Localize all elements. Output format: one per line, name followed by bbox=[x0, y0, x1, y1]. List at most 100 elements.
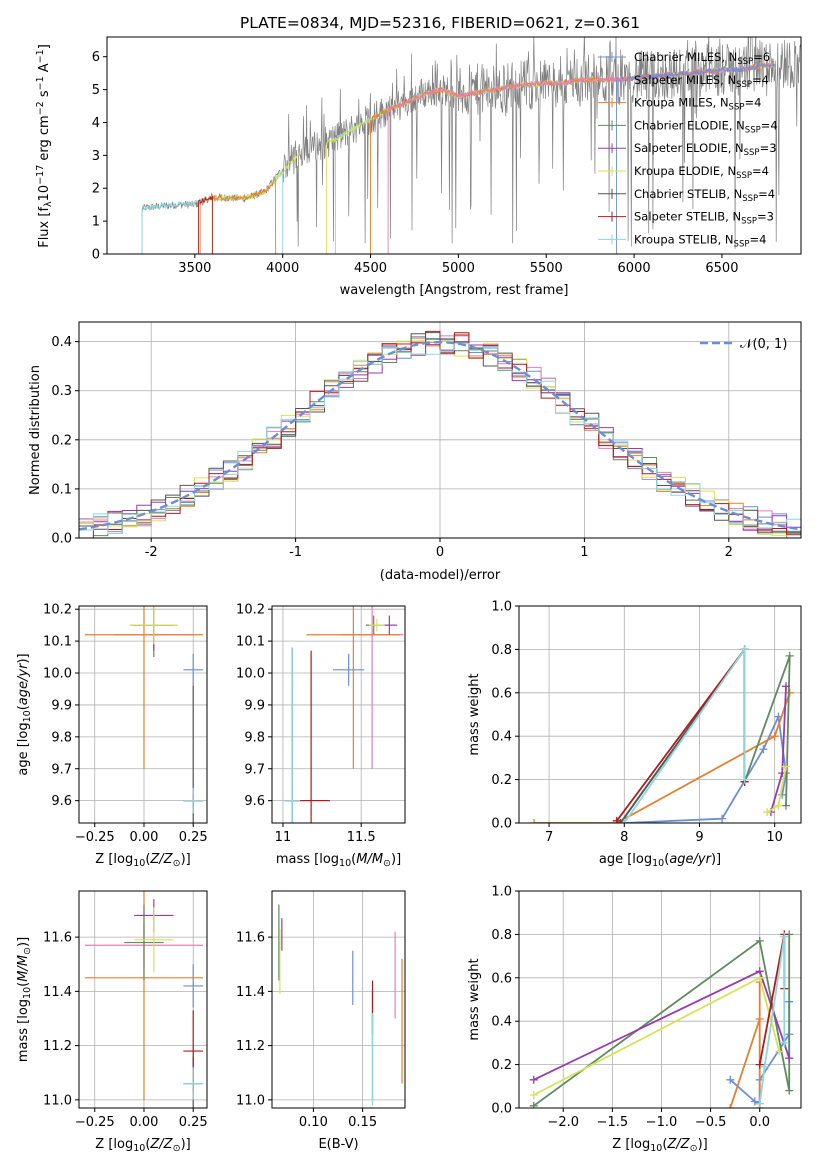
y-tick-label: 4 bbox=[92, 116, 100, 131]
model-spectrum-salpeter_stelib bbox=[197, 195, 213, 254]
x-axis-label: E(B-V) bbox=[318, 1137, 358, 1152]
observed-spectrum bbox=[141, 37, 801, 254]
y-tick-label: 9.6 bbox=[51, 794, 72, 809]
legend-label: Chabrier STELIB, NSSP=4 bbox=[634, 187, 775, 204]
weight-marker-kroupa_stelib bbox=[740, 645, 749, 654]
weight-marker-chabrier_miles bbox=[726, 1075, 735, 1084]
y-tick-label: 9.8 bbox=[51, 730, 72, 745]
weight-marker-kroupa_elodie bbox=[529, 1090, 538, 1099]
plot-area bbox=[278, 904, 403, 1106]
y-tick-label: 0 bbox=[92, 248, 100, 263]
y-tick-label: 9.6 bbox=[244, 794, 265, 809]
y-tick-label: 0.6 bbox=[491, 686, 512, 701]
weight-marker-chabrier_miles bbox=[718, 814, 727, 823]
weight-marker-kroupa_elodie bbox=[775, 1047, 784, 1056]
y-tick-label: 1.0 bbox=[491, 885, 512, 900]
legend-label: Chabrier MILES, NSSP=6 bbox=[634, 50, 770, 67]
axes-frame bbox=[271, 890, 406, 1109]
weight-marker-chabrier_elodie bbox=[785, 1086, 794, 1095]
weight-marker-kroupa_stelib bbox=[760, 1062, 769, 1071]
x-tick-label: −2.0 bbox=[547, 1115, 579, 1130]
y-tick-label: 0.2 bbox=[491, 773, 512, 788]
weight-marker-chabrier_elodie bbox=[529, 1101, 538, 1108]
plot-area bbox=[530, 645, 794, 823]
y-tick-label: 11.2 bbox=[43, 1039, 72, 1054]
x-axis-label: mass [log10(M/M⊙)] bbox=[276, 852, 401, 869]
axes-frame bbox=[106, 36, 802, 255]
y-tick-label: 0.4 bbox=[51, 335, 72, 350]
plot-area bbox=[79, 330, 801, 538]
panel-residuals: -2 -1 0 1 2 0.0 0.1 0.2 0.3 0.4 (data-model)/error… bbox=[28, 321, 802, 583]
x-tick-label: −0.25 bbox=[75, 830, 115, 845]
weight-marker-salpeter_elodie bbox=[781, 682, 790, 691]
y-tick-label: 10.2 bbox=[236, 603, 265, 618]
legend-label: Salpeter MILES, NSSP=4 bbox=[634, 73, 769, 90]
y-axis-label: age [log10(age/yr)] bbox=[16, 653, 33, 775]
y-tick-label: 11.4 bbox=[236, 985, 265, 1000]
weight-marker-chabrier_elodie bbox=[785, 651, 794, 660]
plot-area bbox=[529, 930, 794, 1108]
y-tick-label: 0.4 bbox=[491, 730, 512, 745]
x-tick-label: 0.0 bbox=[749, 1115, 770, 1130]
weight-marker-kroupa_stelib bbox=[755, 1099, 764, 1108]
y-tick-label: 0.8 bbox=[491, 643, 512, 658]
y-tick-label: 1 bbox=[92, 215, 100, 230]
plot-area bbox=[141, 37, 801, 254]
y-axis-label: mass [log10(M/M⊙)] bbox=[16, 937, 33, 1062]
x-tick-label: 0.00 bbox=[130, 830, 159, 845]
x-tick-label: 0.25 bbox=[179, 1115, 208, 1130]
y-tick-label: 9.7 bbox=[51, 762, 72, 777]
x-tick-label: −1.5 bbox=[597, 1115, 629, 1130]
legend-label: Salpeter ELODIE, NSSP=3 bbox=[634, 141, 777, 158]
weight-line-kroupa_miles bbox=[534, 692, 791, 823]
weight-marker-chabrier_elodie bbox=[781, 801, 790, 810]
y-tick-label: 0.1 bbox=[51, 482, 72, 497]
x-tick-label: -1 bbox=[289, 545, 302, 560]
model-spectrum-salpeter_miles bbox=[387, 61, 775, 254]
panel-weight_vs_Z: −2.0 −1.5 −1.0 −0.5 0.0 0.0 0.2 0.4 0.6 0.8 1.0 Z [… bbox=[467, 885, 802, 1154]
legend: Chabrier MILES, NSSP=6 Salpeter MILES, NS… bbox=[598, 50, 778, 249]
y-tick-label: 11.6 bbox=[236, 931, 265, 946]
y-tick-label: 11.6 bbox=[43, 931, 72, 946]
plot-area bbox=[284, 606, 404, 823]
weight-marker-chabrier_miles bbox=[750, 1097, 759, 1106]
x-tick-label: 8 bbox=[620, 830, 628, 845]
x-tick-label: 3500 bbox=[178, 261, 211, 276]
figure-title: PLATE=0834, MJD=52316, FIBERID=0621, z=0… bbox=[240, 14, 640, 32]
weight-marker-chabrier_miles bbox=[778, 790, 787, 799]
y-tick-label: 10.0 bbox=[43, 667, 72, 682]
x-tick-label: 4000 bbox=[266, 261, 299, 276]
panel-age_vs_mass: 11 11.5 9.6 9.7 9.8 9.9 10.0 10.1 10.2 mass [log1… bbox=[236, 603, 406, 869]
panel-mass_vs_Z: −0.25 0.00 0.25 11.0 11.2 11.4 11.6 Z [log10(Z/… bbox=[16, 890, 208, 1154]
weight-marker-kroupa_miles bbox=[770, 732, 779, 741]
weight-marker-kroupa_stelib bbox=[780, 1038, 789, 1047]
weight-marker-salpeter_stelib bbox=[612, 816, 621, 823]
weight-marker-kroupa_elodie bbox=[774, 801, 783, 810]
legend-label: 𝒩(0, 1) bbox=[740, 337, 787, 352]
y-tick-label: 10.0 bbox=[236, 667, 265, 682]
x-tick-label: 10 bbox=[766, 830, 783, 845]
y-tick-label: 3 bbox=[92, 149, 100, 164]
y-tick-label: 0.3 bbox=[51, 384, 72, 399]
weight-marker-kroupa_stelib bbox=[620, 819, 629, 823]
y-tick-label: 9.9 bbox=[244, 698, 265, 713]
panel-spectrum: 3500 4000 4500 5000 5500 6000 6500 0 1 2 3 4 5 6 wavel… bbox=[35, 36, 802, 298]
y-tick-label: 1.0 bbox=[491, 600, 512, 615]
weight-marker-salpeter_elodie bbox=[529, 1075, 538, 1084]
y-tick-label: 10.1 bbox=[43, 635, 72, 650]
legend-label: Chabrier ELODIE, NSSP=4 bbox=[634, 118, 778, 135]
y-tick-label: 11.2 bbox=[236, 1039, 265, 1054]
x-axis-label: Z [log10(Z/Z⊙)] bbox=[95, 1137, 190, 1154]
normal-curve bbox=[79, 340, 801, 531]
y-tick-label: 0.0 bbox=[491, 817, 512, 832]
y-tick-label: 0.0 bbox=[51, 532, 72, 547]
axes-frame bbox=[78, 321, 802, 539]
weight-marker-kroupa_elodie bbox=[763, 808, 772, 817]
x-axis-label: wavelength [Angstrom, rest frame] bbox=[340, 283, 569, 298]
axes-frame bbox=[518, 605, 802, 824]
panel-mass_vs_ebv: 0.10 0.15 11.0 11.2 11.4 11.6 E(B-V) bbox=[236, 890, 406, 1152]
x-tick-label: 0.15 bbox=[348, 1115, 377, 1130]
legend-label: Kroupa STELIB, NSSP=4 bbox=[634, 232, 766, 249]
weight-marker-chabrier_miles bbox=[759, 745, 768, 754]
y-tick-label: 10.2 bbox=[43, 603, 72, 618]
